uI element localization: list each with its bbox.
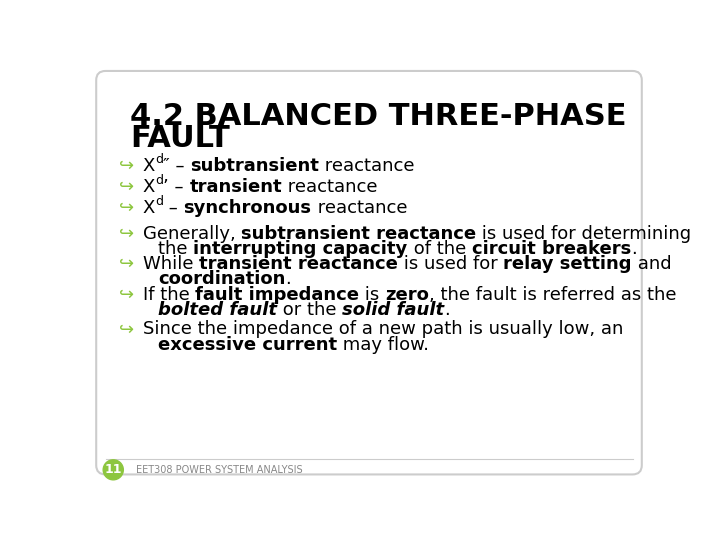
Text: ″ –: ″ – — [163, 157, 190, 175]
Text: If the: If the — [143, 286, 195, 304]
Text: ↪: ↪ — [120, 178, 135, 196]
Text: zero: zero — [385, 286, 429, 304]
Text: and: and — [632, 255, 672, 273]
Text: X: X — [143, 178, 155, 196]
Text: is used for determining: is used for determining — [477, 225, 691, 243]
Text: of the: of the — [408, 240, 472, 258]
Text: ↪: ↪ — [120, 225, 135, 243]
FancyBboxPatch shape — [96, 71, 642, 475]
Text: transient reactance: transient reactance — [199, 255, 398, 273]
Text: bolted fault: bolted fault — [158, 301, 277, 319]
Text: ↪: ↪ — [120, 199, 135, 217]
Text: is: is — [359, 286, 385, 304]
Text: solid fault: solid fault — [343, 301, 444, 319]
Text: ↪: ↪ — [120, 320, 135, 339]
Text: .: . — [444, 301, 450, 319]
Text: 4.2 BALANCED THREE-PHASE: 4.2 BALANCED THREE-PHASE — [130, 102, 627, 131]
Text: d: d — [155, 195, 163, 208]
Circle shape — [103, 460, 123, 480]
Text: FAULT: FAULT — [130, 124, 230, 153]
Text: transient: transient — [189, 178, 282, 196]
Text: ’ –: ’ – — [163, 178, 189, 196]
Text: d: d — [155, 174, 163, 187]
Text: relay setting: relay setting — [503, 255, 632, 273]
Text: reactance: reactance — [282, 178, 377, 196]
Text: Generally,: Generally, — [143, 225, 241, 243]
Text: d: d — [155, 153, 163, 166]
Text: While: While — [143, 255, 199, 273]
Text: subtransient reactance: subtransient reactance — [241, 225, 477, 243]
Text: synchronous: synchronous — [184, 199, 312, 217]
Text: is used for: is used for — [398, 255, 503, 273]
Text: Since the impedance of a new path is usually low, an: Since the impedance of a new path is usu… — [143, 320, 623, 339]
Text: 11: 11 — [104, 463, 122, 476]
Text: reactance: reactance — [312, 199, 407, 217]
Text: subtransient: subtransient — [190, 157, 319, 175]
Text: coordination: coordination — [158, 271, 286, 288]
Text: X: X — [143, 199, 155, 217]
Text: reactance: reactance — [319, 157, 415, 175]
Text: circuit breakers: circuit breakers — [472, 240, 631, 258]
Text: or the: or the — [277, 301, 343, 319]
Text: ↪: ↪ — [120, 286, 135, 304]
Text: excessive current: excessive current — [158, 336, 338, 354]
Text: EET308 POWER SYSTEM ANALYSIS: EET308 POWER SYSTEM ANALYSIS — [137, 465, 303, 475]
Text: X: X — [143, 157, 155, 175]
Text: may flow.: may flow. — [338, 336, 429, 354]
Text: .: . — [631, 240, 636, 258]
Text: , the fault is referred as the: , the fault is referred as the — [429, 286, 677, 304]
Text: ↪: ↪ — [120, 157, 135, 175]
Text: fault impedance: fault impedance — [195, 286, 359, 304]
Text: .: . — [286, 271, 292, 288]
Text: interrupting capacity: interrupting capacity — [194, 240, 408, 258]
Text: –: – — [163, 199, 184, 217]
Text: the: the — [158, 240, 194, 258]
Text: ↪: ↪ — [120, 255, 135, 273]
